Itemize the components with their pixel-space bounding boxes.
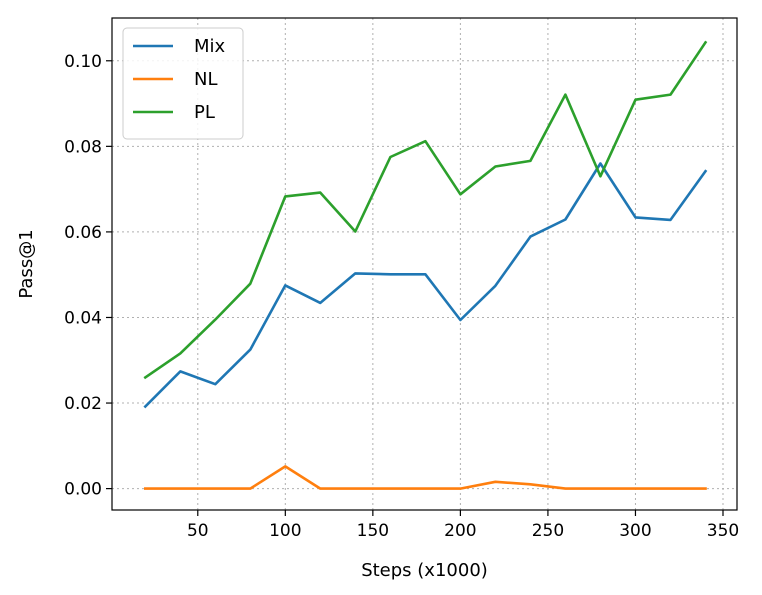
axis-ticks: 50 100 150 200 250 300 350 0.00 0.02 0.04 0.06 0.08… — [64, 52, 739, 541]
y-tick-label: 0.00 — [64, 480, 102, 500]
plot-frame — [111, 17, 738, 511]
legend: Mix NL PL — [122, 27, 244, 140]
x-tick-label: 50 — [187, 521, 209, 541]
x-tick-label: 250 — [532, 521, 564, 541]
x-axis-label: Steps (x1000) — [361, 560, 488, 581]
legend-label-pl: PL — [194, 102, 215, 123]
x-tick-label: 300 — [619, 521, 651, 541]
y-tick-label: 0.06 — [64, 223, 102, 243]
legend-label-nl: NL — [194, 69, 218, 90]
x-tick-label: 100 — [269, 521, 301, 541]
y-axis-label: Pass@1 — [16, 229, 37, 298]
grid — [112, 18, 737, 510]
series-line-pl — [143, 40, 708, 380]
y-tick-label: 0.10 — [64, 52, 102, 72]
legend-label-mix: Mix — [194, 36, 226, 57]
y-tick-label: 0.02 — [64, 394, 102, 414]
x-tick-label: 200 — [444, 521, 476, 541]
series-line-nl — [144, 465, 707, 490]
y-tick-label: 0.04 — [64, 308, 102, 328]
x-tick-label: 350 — [707, 521, 739, 541]
y-tick-label: 0.08 — [64, 137, 102, 157]
series-lines — [143, 40, 708, 490]
x-tick-label: 150 — [357, 521, 389, 541]
series-line-mix — [143, 162, 708, 409]
